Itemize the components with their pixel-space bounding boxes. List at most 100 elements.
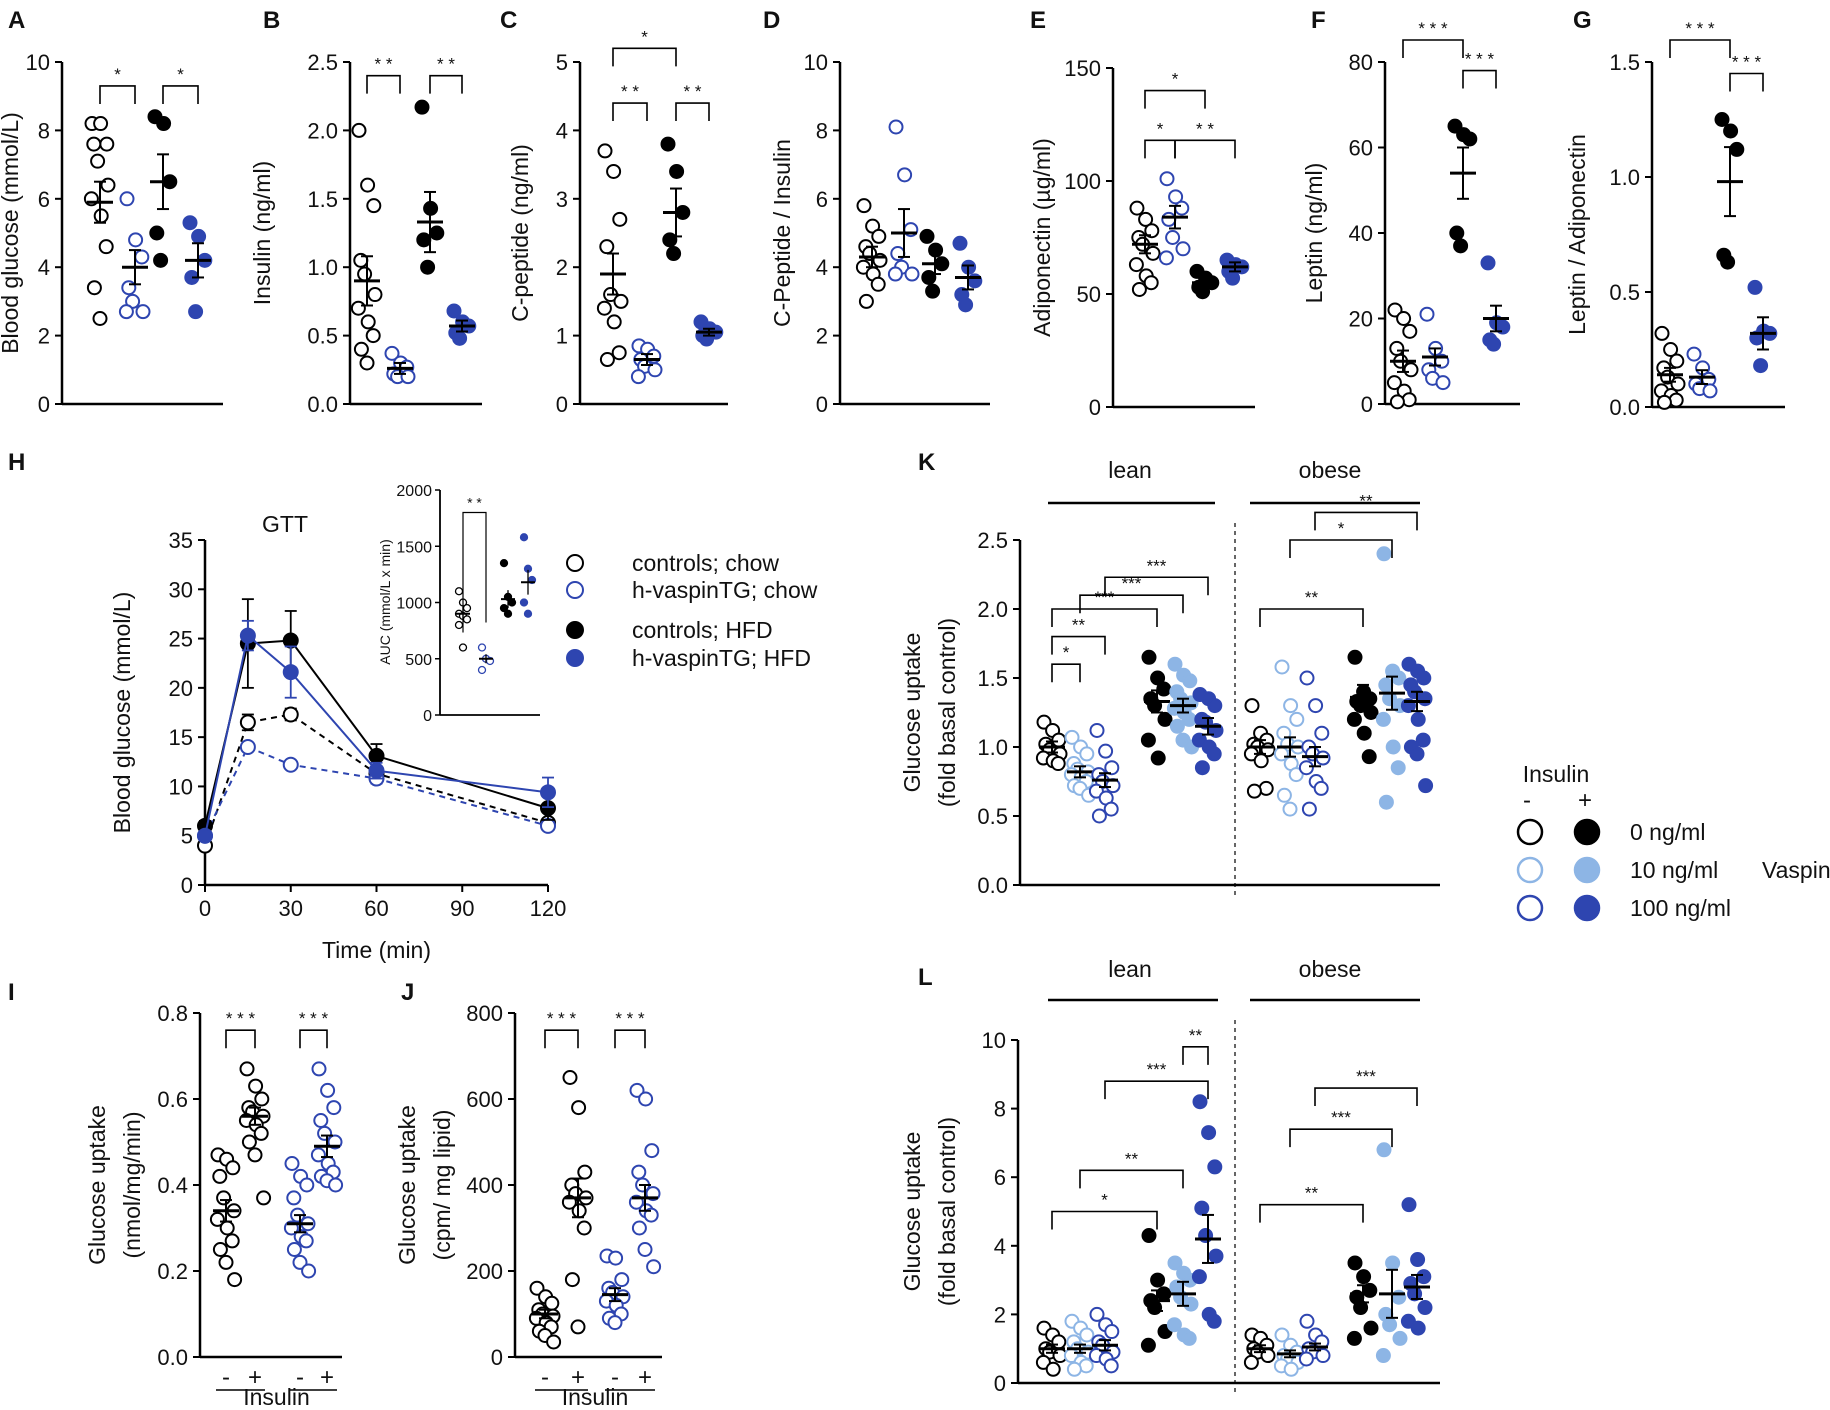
y-tick-label: 400 <box>466 1173 503 1198</box>
data-point <box>282 664 299 681</box>
data-point <box>1686 346 1702 362</box>
data-point <box>523 609 533 618</box>
y-tick-label: 2.5 <box>307 50 338 75</box>
data-point <box>286 1242 302 1257</box>
data-point <box>368 762 385 779</box>
data-point <box>1396 311 1412 326</box>
legend-label: 10 ng/ml <box>1630 857 1718 883</box>
data-point <box>1276 787 1292 803</box>
data-point <box>1363 705 1379 720</box>
legend-marker <box>566 649 584 667</box>
legend-label: controls; chow <box>632 550 779 576</box>
data-point <box>225 1160 241 1176</box>
significance-label: * * <box>621 82 639 101</box>
y-tick-label: 0.8 <box>157 1001 188 1026</box>
data-point <box>1308 698 1324 714</box>
data-point <box>218 1254 234 1270</box>
data-point <box>599 352 615 368</box>
y-tick-label: 2000 <box>396 483 432 500</box>
significance-label: ** <box>1359 491 1373 510</box>
y-tick-label: 500 <box>405 652 432 669</box>
significance-label: *** <box>1095 588 1115 607</box>
data-point <box>119 191 135 207</box>
y-tick-label: 0 <box>556 392 568 417</box>
data-point <box>359 355 375 371</box>
y-tick-label: 800 <box>466 1001 503 1026</box>
y-axis-label: Leptin (ng/ml) <box>1301 163 1327 304</box>
significance-label: * * <box>467 495 482 511</box>
data-point <box>284 1156 300 1171</box>
y-tick-label: 0.0 <box>1609 395 1640 420</box>
significance-label: * * * <box>299 1009 329 1028</box>
significance-label: * <box>1063 643 1070 662</box>
panel-I: I 0.0 0.2 0.4 0.6 0.8 Glucose uptake (nmol/mg/m… <box>8 979 344 1410</box>
panel-label: E <box>1030 7 1046 34</box>
data-point <box>1192 1094 1208 1110</box>
data-point <box>1720 254 1736 270</box>
data-point <box>239 627 256 644</box>
data-point <box>1089 1306 1105 1322</box>
data-point <box>1161 211 1177 227</box>
data-point <box>1747 279 1763 295</box>
data-point <box>367 287 383 303</box>
data-point <box>282 632 299 649</box>
data-point <box>888 119 904 135</box>
data-point <box>699 331 715 347</box>
data-point <box>1288 767 1304 783</box>
significance-bracket <box>1051 663 1081 683</box>
data-point <box>477 643 487 652</box>
y-tick-label: 0 <box>423 708 432 725</box>
data-point <box>1656 394 1672 410</box>
data-point <box>254 1091 270 1107</box>
data-point <box>1347 649 1363 665</box>
data-point <box>897 167 913 183</box>
data-point <box>647 362 663 378</box>
y-tick-label: 1.0 <box>977 735 1008 760</box>
data-point <box>384 345 400 361</box>
significance-label: *** <box>1147 1060 1167 1079</box>
data-point <box>1066 1361 1082 1377</box>
panel-label: D <box>763 7 780 34</box>
data-point <box>313 1113 329 1128</box>
y-tick-label: 1.5 <box>977 666 1008 691</box>
significance-bracket <box>1314 511 1418 531</box>
data-point <box>1150 1272 1166 1288</box>
data-point <box>1167 656 1183 672</box>
significance-bracket <box>162 85 199 104</box>
data-point <box>1299 1313 1315 1329</box>
panel-label: C <box>500 7 517 34</box>
significance-label: * * * <box>547 1009 577 1028</box>
section-label: lean <box>1108 457 1151 483</box>
panel-label: K <box>918 449 936 476</box>
data-point <box>86 136 102 152</box>
data-point <box>92 311 108 326</box>
significance-label: * * * <box>1418 19 1448 38</box>
data-point <box>360 177 376 193</box>
section-label: obese <box>1299 956 1362 982</box>
y-tick-label: 50 <box>1077 282 1101 307</box>
chart-title: GTT <box>262 511 308 537</box>
data-point <box>1207 1159 1223 1175</box>
data-point <box>1449 225 1465 241</box>
data-point <box>646 1259 662 1275</box>
y-axis-label-2: (fold basal control) <box>934 1117 960 1306</box>
data-point <box>1301 801 1317 817</box>
data-point <box>311 1061 327 1077</box>
data-point <box>1225 270 1241 286</box>
legend-marker <box>566 581 584 599</box>
data-point <box>1158 250 1174 266</box>
data-point <box>197 827 213 844</box>
y-tick-label: 2 <box>816 324 828 349</box>
data-point <box>871 228 887 244</box>
data-point <box>219 1220 235 1236</box>
y-tick-label: 1000 <box>396 596 432 613</box>
y-tick-label: 25 <box>169 627 193 652</box>
legend-open-marker <box>1516 818 1544 846</box>
data-point <box>1079 746 1095 762</box>
x-tick-label: + <box>248 1364 262 1391</box>
data-point <box>135 304 151 320</box>
data-point <box>1103 801 1119 817</box>
significance-bracket <box>614 1029 646 1049</box>
data-point <box>1156 1286 1172 1302</box>
